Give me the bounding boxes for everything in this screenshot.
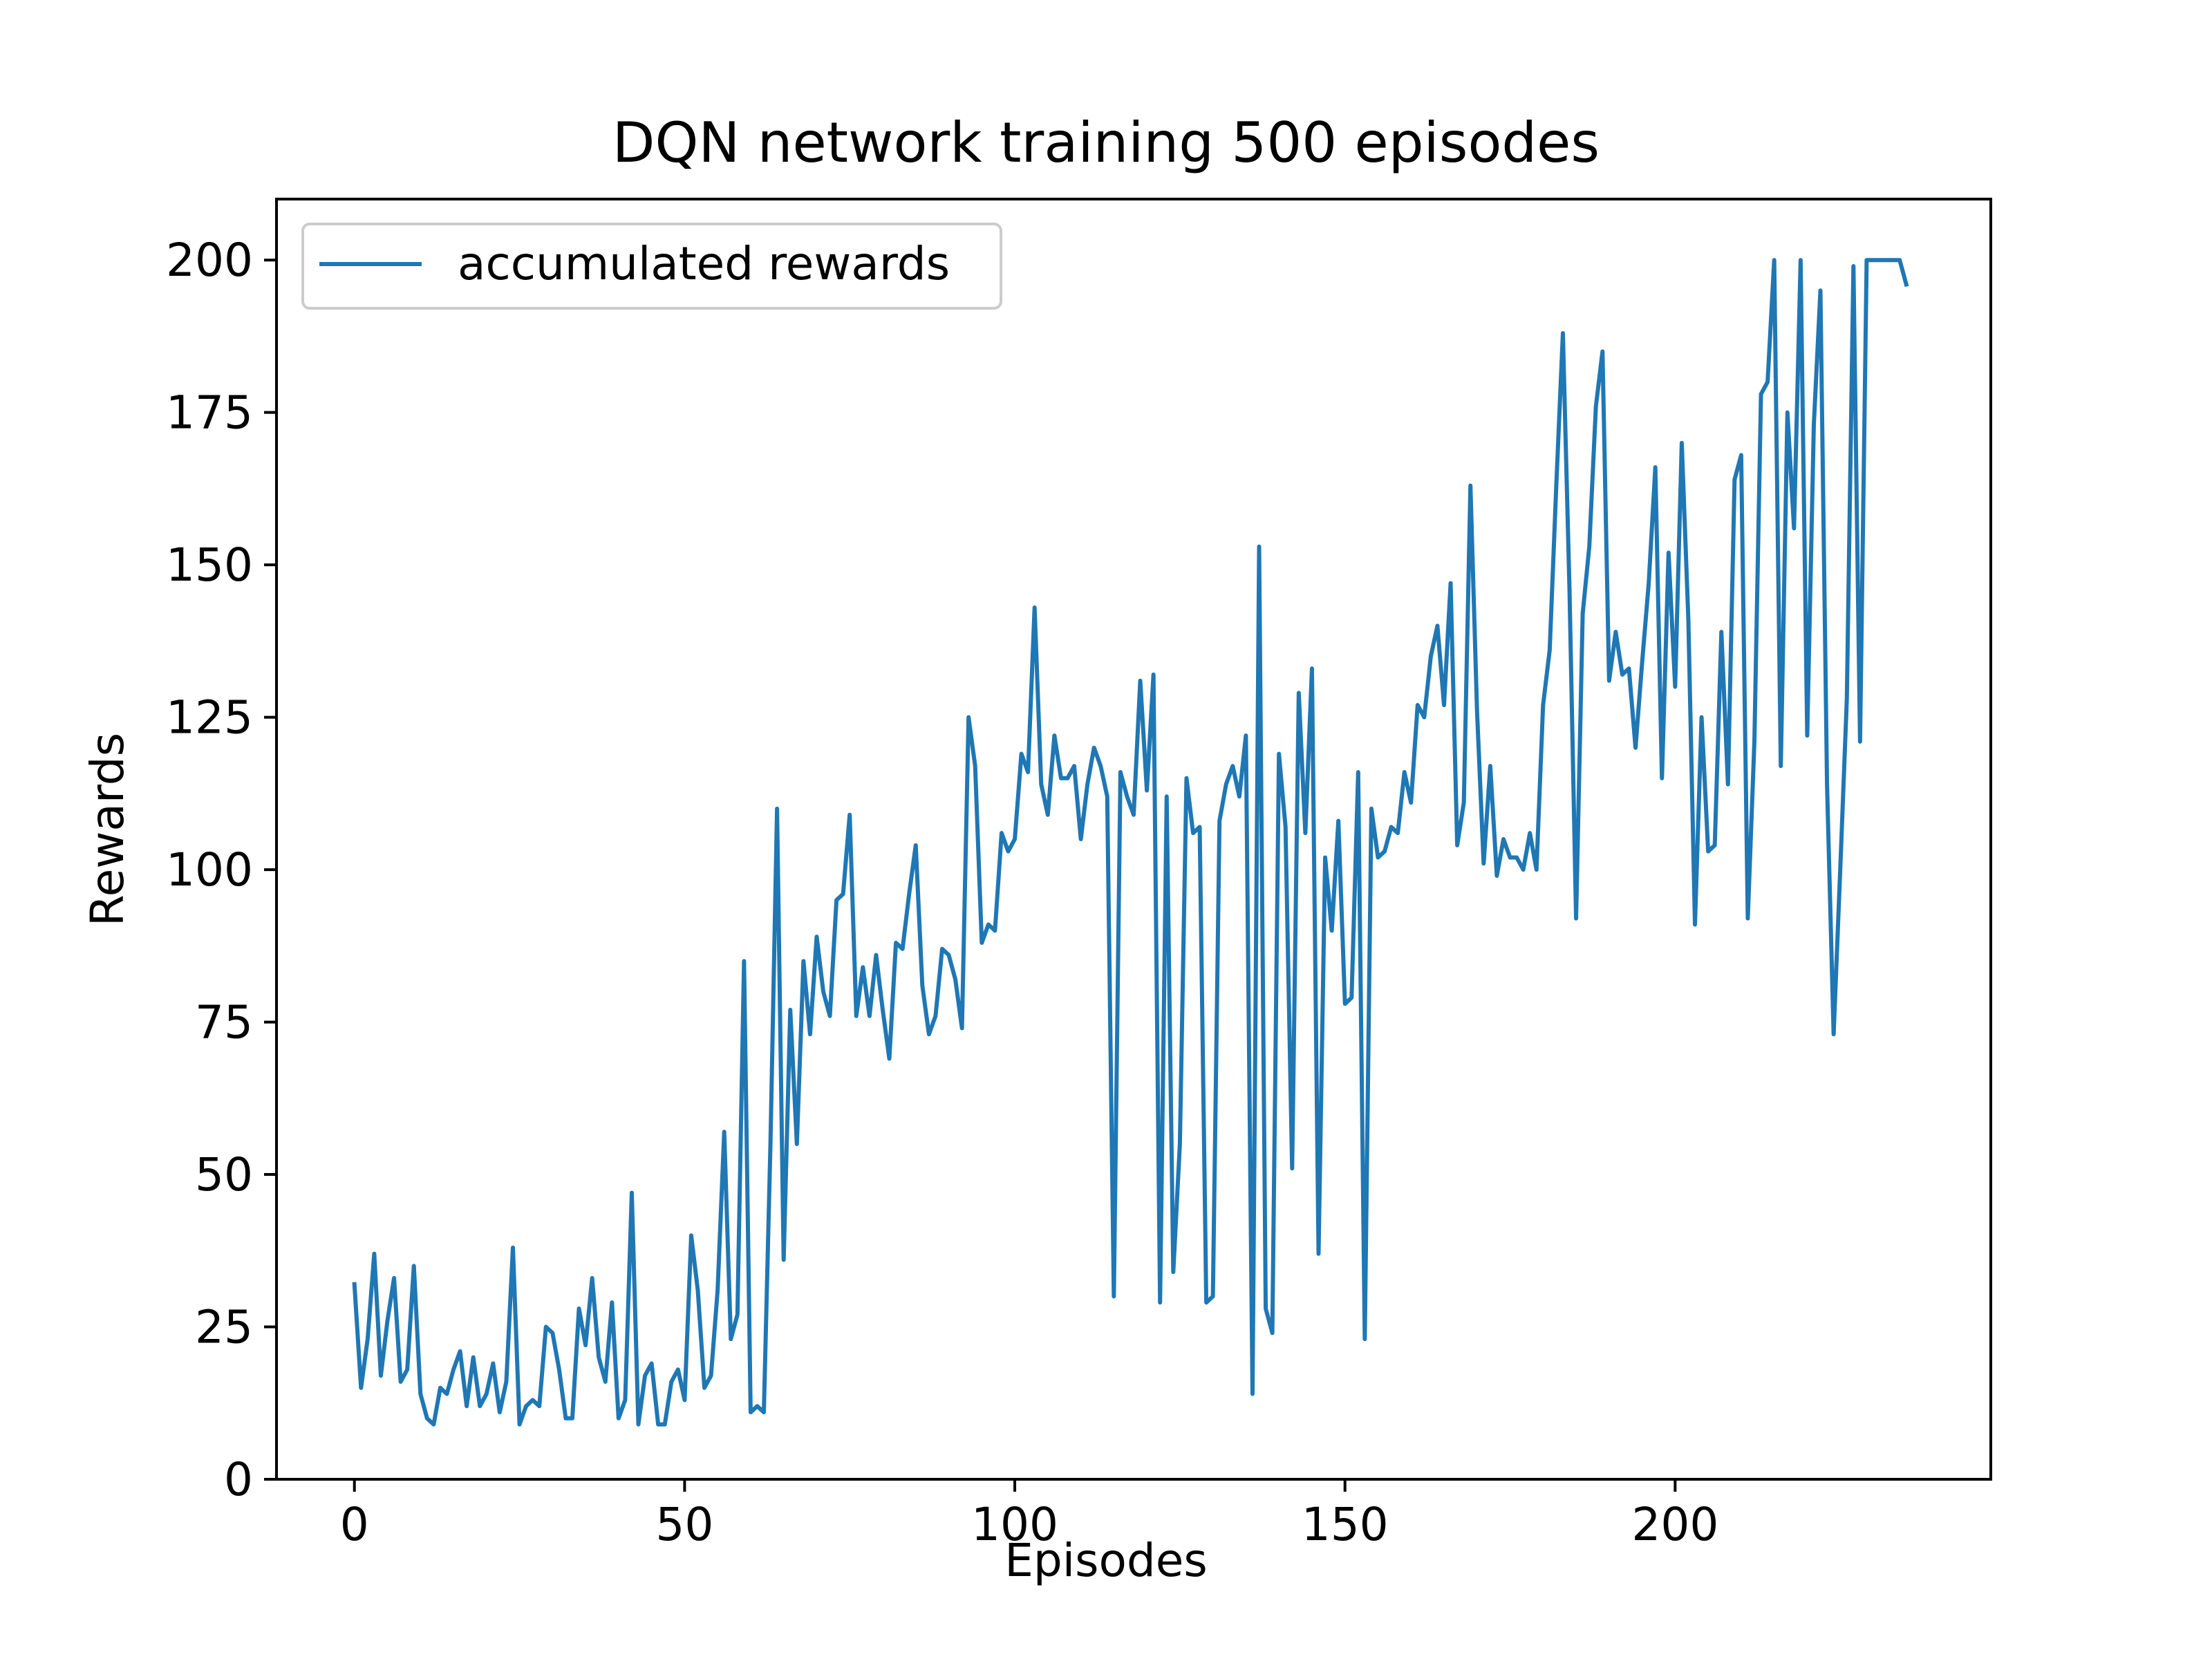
chart-title: DQN network training 500 episodes xyxy=(612,111,1600,175)
x-tick-label: 50 xyxy=(655,1498,713,1551)
legend-box xyxy=(301,223,1002,310)
y-tick-label: 175 xyxy=(166,386,253,440)
axes: 0 50 100 150 200 0 25 50 75 100 125 150 175 200 xyxy=(166,198,1992,1551)
x-tick-label: 150 xyxy=(1302,1498,1389,1551)
legend: accumulated rewards xyxy=(301,223,1002,310)
y-tick-label: 25 xyxy=(195,1301,253,1354)
y-tick-label: 50 xyxy=(195,1148,253,1201)
legend-label: accumulated rewards xyxy=(458,237,950,290)
x-tick-label: 100 xyxy=(971,1498,1058,1551)
y-axis-label: Rewards xyxy=(81,733,134,926)
y-tick-label: 150 xyxy=(166,538,253,592)
y-tick-label: 0 xyxy=(224,1453,253,1506)
x-axis-label: Episodes xyxy=(1004,1534,1208,1587)
plot-area xyxy=(352,258,1909,1427)
axes-frame xyxy=(275,198,1992,1481)
y-tick-label: 125 xyxy=(166,691,253,744)
y-tick-label: 100 xyxy=(166,843,253,897)
x-tick-label: 0 xyxy=(340,1498,369,1551)
y-tick-label: 75 xyxy=(195,996,253,1049)
y-tick-label: 200 xyxy=(166,234,253,287)
series-line-0 xyxy=(352,258,1909,1427)
x-tick-label: 200 xyxy=(1631,1498,1718,1551)
